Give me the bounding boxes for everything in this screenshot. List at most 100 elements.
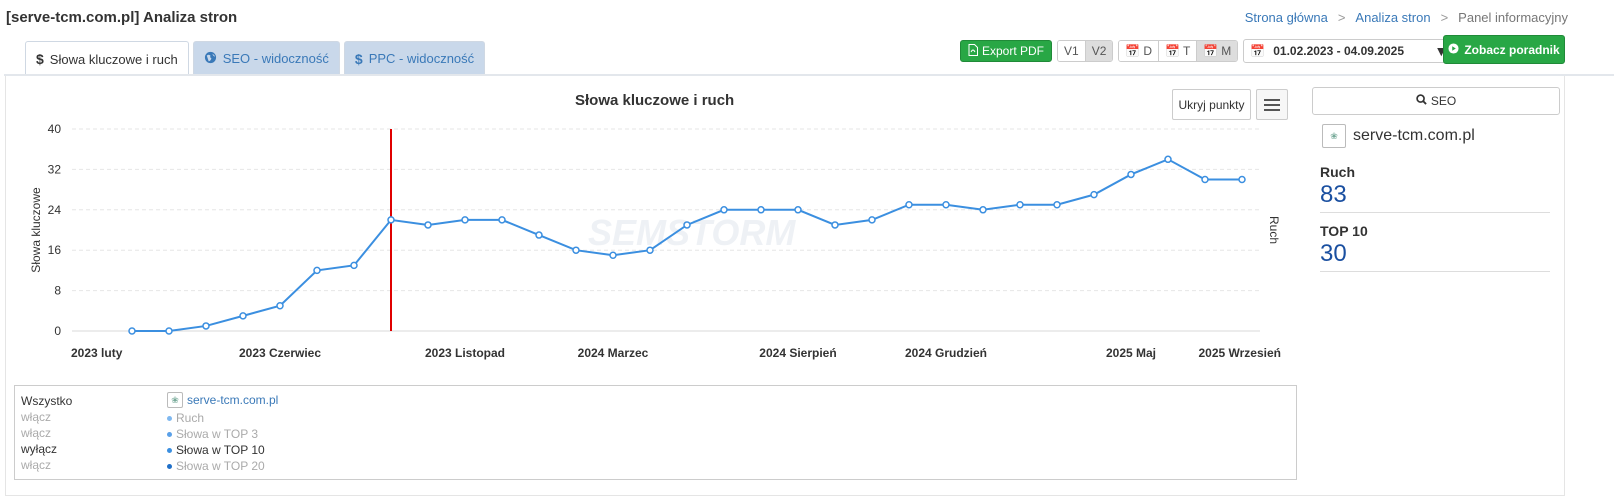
tab-label: PPC - widoczność <box>368 51 475 66</box>
seo-button[interactable]: SEO <box>1312 87 1560 115</box>
legend-dot-icon <box>167 431 172 437</box>
granularity-month-button[interactable]: 📅 M <box>1197 41 1238 61</box>
y-tick-label: 16 <box>48 243 62 257</box>
y-tick-label: 8 <box>54 284 61 298</box>
export-pdf-label: Export PDF <box>982 44 1045 58</box>
tab-bar: $ Słowa kluczowe i ruch SEO - widoczność… <box>25 41 486 76</box>
hamburger-icon <box>1264 98 1280 101</box>
y-tick-label: 24 <box>48 203 62 217</box>
data-point <box>387 216 395 224</box>
calendar-icon: 📅 <box>1250 44 1266 58</box>
metric-value: 83 <box>1320 181 1347 208</box>
granularity-day-button[interactable]: 📅 D <box>1119 41 1160 61</box>
export-pdf-button[interactable]: Export PDF <box>960 40 1053 62</box>
date-range-value: 01.02.2023 - 04.09.2025 <box>1273 44 1404 58</box>
data-point <box>683 221 691 229</box>
legend-toggle[interactable]: wyłącz <box>21 442 58 456</box>
y-tick-label: 32 <box>48 162 62 176</box>
calendar-icon: 📅 <box>1203 44 1219 58</box>
legend-series-item[interactable]: Słowa w TOP 3 <box>167 427 258 441</box>
metric-value: 30 <box>1320 240 1347 267</box>
page-title: [serve-tcm.com.pl] Analiza stron <box>6 9 238 26</box>
breadcrumb-separator: > <box>1440 10 1449 25</box>
legend-series-item[interactable]: Ruch <box>167 411 204 425</box>
data-point <box>239 312 247 320</box>
version-toggle: V1 V2 <box>1057 40 1114 62</box>
toolbar: Export PDF V1 V2 📅 D 📅 T 📅 M 📅 01.02.2023 -… <box>960 38 1456 64</box>
x-tick-label: 2025 Maj <box>1106 346 1156 360</box>
legend-series-label: Słowa w TOP 3 <box>176 427 259 441</box>
legend-series-label: Ruch <box>176 411 205 425</box>
legend-dot-icon <box>167 447 172 453</box>
granularity-label: M <box>1221 44 1232 58</box>
data-point <box>535 231 543 239</box>
breadcrumb-site-analysis[interactable]: Analiza stron <box>1355 10 1431 25</box>
data-point <box>609 251 617 259</box>
data-point <box>1238 175 1246 184</box>
watermark-text: SEMSTORM <box>588 212 796 253</box>
legend-toggle[interactable]: włącz <box>21 426 52 440</box>
legend-all-label[interactable]: Wszystko <box>21 394 73 408</box>
data-point <box>1164 155 1172 164</box>
data-point <box>1090 190 1098 199</box>
legend-dot-icon <box>167 463 172 469</box>
version-v2-button[interactable]: V2 <box>1085 41 1113 61</box>
data-point <box>572 246 580 254</box>
x-tick-label: 2023 Listopad <box>425 346 505 360</box>
dollar-icon: $ <box>354 50 363 67</box>
y-tick-label: 0 <box>54 324 61 338</box>
legend-series-label: Słowa w TOP 10 <box>176 443 265 457</box>
legend-site[interactable]: ❀ serve-tcm.com.pl <box>167 392 278 408</box>
metric-traffic: Ruch 83 <box>1320 164 1550 213</box>
tab-divider <box>4 74 1614 76</box>
calendar-icon: 📅 <box>1165 44 1180 58</box>
legend-series-label: Słowa w TOP 20 <box>176 459 265 473</box>
x-tick-label: 2025 Wrzesień <box>1199 346 1282 360</box>
metric-top10: TOP 10 30 <box>1320 223 1550 272</box>
legend-series-item[interactable]: Słowa w TOP 20 <box>167 459 265 473</box>
data-point <box>794 206 802 214</box>
dollar-icon: $ <box>36 51 44 67</box>
data-point <box>424 221 432 229</box>
tab-seo-visibility[interactable]: SEO - widoczność <box>192 41 340 75</box>
chart-menu-button[interactable] <box>1256 89 1288 120</box>
data-point <box>128 327 136 335</box>
sidebar-site-label: serve-tcm.com.pl <box>1353 127 1475 144</box>
legend-box: Wszystko ❀ serve-tcm.com.pl włącz Ruch włą… <box>14 385 1297 480</box>
tab-ppc-visibility[interactable]: $ PPC - widoczność <box>343 41 486 75</box>
search-icon <box>1416 94 1427 108</box>
seo-button-label: SEO <box>1430 94 1457 108</box>
x-tick-label: 2023 luty <box>71 346 123 360</box>
data-point <box>350 261 358 270</box>
granularity-label: T <box>1182 44 1191 58</box>
data-point <box>646 246 654 254</box>
data-point <box>165 327 173 335</box>
version-v1-button[interactable]: V1 <box>1058 41 1086 61</box>
sidebar: SEO ❀ serve-tcm.com.pl Ruch 83 TOP 10 30 <box>1312 87 1560 272</box>
x-tick-label: 2024 Grudzień <box>905 346 987 360</box>
data-point <box>942 201 950 209</box>
legend-toggle[interactable]: włącz <box>21 410 52 424</box>
data-point <box>498 216 506 224</box>
legend-series-item[interactable]: Słowa w TOP 10 <box>167 443 265 457</box>
legend-dot-icon <box>167 415 172 421</box>
calendar-icon: 📅 <box>1125 44 1141 58</box>
data-point <box>1016 201 1024 209</box>
legend-toggle[interactable]: włącz <box>21 458 52 472</box>
granularity-week-button[interactable]: 📅 T <box>1159 41 1198 61</box>
tab-keywords-traffic[interactable]: $ Słowa kluczowe i ruch <box>25 41 189 76</box>
see-guide-label: Zobacz poradnik <box>1464 42 1560 57</box>
data-point <box>720 206 728 214</box>
hide-points-button[interactable]: Ukryj punkty <box>1172 89 1251 120</box>
x-tick-label: 2024 Sierpień <box>759 346 836 360</box>
legend-site-label: serve-tcm.com.pl <box>187 393 279 407</box>
site-favicon-icon: ❀ <box>1322 124 1346 148</box>
sidebar-site: ❀ serve-tcm.com.pl <box>1322 124 1560 148</box>
data-point <box>979 206 987 214</box>
granularity-label: D <box>1143 44 1153 58</box>
chart-panel <box>5 76 1565 496</box>
data-point <box>905 201 913 209</box>
metric-label: TOP 10 <box>1320 223 1368 239</box>
breadcrumb-home[interactable]: Strona główna <box>1244 10 1328 25</box>
see-guide-button[interactable]: Zobacz poradnik <box>1443 35 1565 64</box>
